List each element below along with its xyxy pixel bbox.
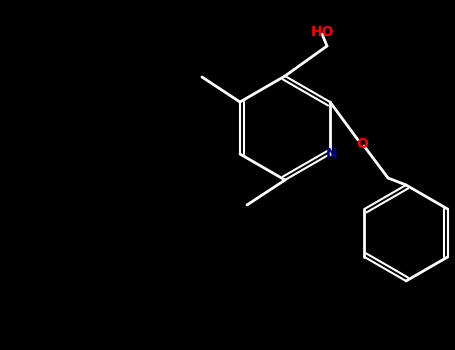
Text: O: O xyxy=(356,137,368,151)
Text: N: N xyxy=(326,147,338,161)
Text: HO: HO xyxy=(310,25,334,39)
